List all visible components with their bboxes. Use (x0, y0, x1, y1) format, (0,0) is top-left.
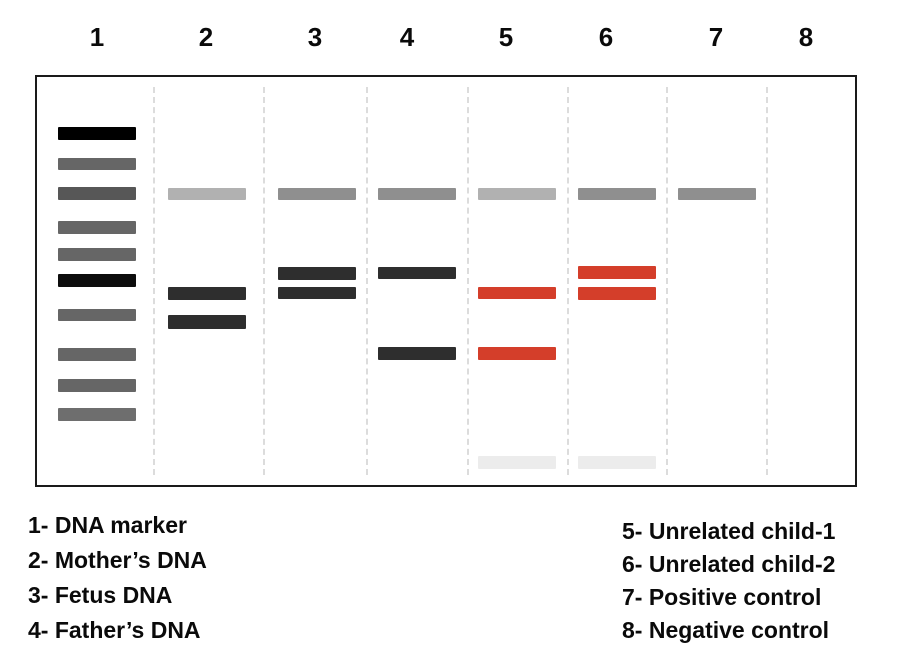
gel-band-lane4 (378, 347, 456, 360)
legend-left: 1- DNA marker 2- Mother’s DNA 3- Fetus D… (28, 508, 207, 648)
lane-separator (263, 87, 265, 475)
gel-band-lane1 (58, 408, 136, 421)
gel-band-lane6 (578, 287, 656, 300)
legend-item-6: 6- Unrelated child-2 (622, 551, 836, 577)
lane-number-7: 7 (708, 22, 724, 52)
gel-band-lane2 (168, 188, 246, 200)
lane-number-8: 8 (798, 22, 814, 52)
legend-item-1: 1- DNA marker (28, 512, 187, 538)
gel-band-lane1 (58, 127, 136, 140)
legend-right: 5- Unrelated child-1 6- Unrelated child-… (622, 515, 835, 647)
gel-band-lane1 (58, 248, 136, 261)
gel-band-lane3 (278, 267, 356, 280)
lane-number-5: 5 (498, 22, 514, 52)
gel-band-lane3 (278, 188, 356, 200)
lane-separator (666, 87, 668, 475)
gel-band-lane1 (58, 379, 136, 392)
legend-item-2: 2- Mother’s DNA (28, 547, 207, 573)
legend-item-3: 3- Fetus DNA (28, 582, 173, 608)
gel-band-lane2 (168, 287, 246, 300)
lane-number-3: 3 (307, 22, 323, 52)
lane-number-1: 1 (89, 22, 105, 52)
gel-band-lane6 (578, 188, 656, 200)
gel-band-lane2 (168, 315, 246, 329)
legend-item-4: 4- Father’s DNA (28, 617, 201, 643)
lane-separator (467, 87, 469, 475)
gel-band-lane6 (578, 266, 656, 279)
gel-band-lane7 (678, 188, 756, 200)
lane-number-6: 6 (598, 22, 614, 52)
lane-separator (766, 87, 768, 475)
gel-band-lane1 (58, 309, 136, 321)
gel-band-lane4 (378, 188, 456, 200)
gel-band-lane5 (478, 188, 556, 200)
lane-number-2: 2 (198, 22, 214, 52)
gel-band-lane3 (278, 287, 356, 299)
gel-band-lane1 (58, 221, 136, 234)
lane-separator (567, 87, 569, 475)
gel-band-lane1 (58, 274, 136, 287)
legend-item-5: 5- Unrelated child-1 (622, 518, 836, 544)
gel-box (35, 75, 857, 487)
gel-band-lane5 (478, 287, 556, 299)
gel-band-lane1 (58, 348, 136, 361)
gel-band-lane5 (478, 347, 556, 360)
gel-band-lane1 (58, 158, 136, 170)
lane-number-4: 4 (399, 22, 415, 52)
gel-band-lane5 (478, 456, 556, 469)
lane-numbers: 1 2 3 4 5 6 7 8 (0, 22, 898, 52)
legend-item-8: 8- Negative control (622, 617, 830, 643)
legend-item-7: 7- Positive control (622, 584, 822, 610)
gel-band-lane4 (378, 267, 456, 279)
gel-band-lane6 (578, 456, 656, 469)
lane-separator (153, 87, 155, 475)
gel-band-lane1 (58, 187, 136, 200)
lane-separator (366, 87, 368, 475)
